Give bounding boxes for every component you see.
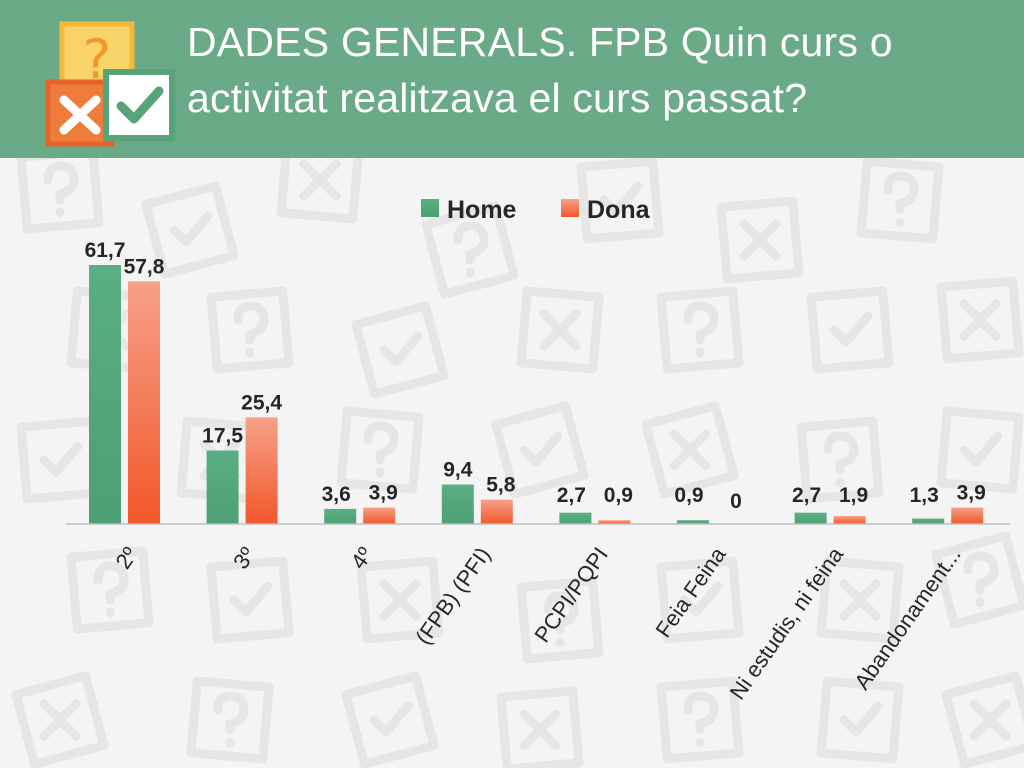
bar-dona-4 xyxy=(598,520,631,524)
value-label-home-6: 2,7 xyxy=(792,484,821,507)
category-label-6: Ni estudis, ni feina xyxy=(725,542,849,704)
bar-home-0 xyxy=(89,265,121,524)
bars-group xyxy=(89,265,984,524)
bar-home-2 xyxy=(324,508,357,524)
bar-dona-6 xyxy=(833,516,866,524)
value-label-dona-0: 57,8 xyxy=(124,255,165,278)
category-label-5: Feia Feina xyxy=(650,542,731,642)
value-label-home-0: 61,7 xyxy=(85,239,126,262)
legend-label-dona: Dona xyxy=(587,196,651,224)
legend-swatch-home xyxy=(421,199,439,217)
bar-dona-0 xyxy=(128,281,160,524)
value-label-dona-6: 1,9 xyxy=(839,484,868,507)
bar-dona-3 xyxy=(480,499,513,524)
bar-home-1 xyxy=(206,450,239,524)
value-label-home-4: 2,7 xyxy=(557,484,586,507)
value-label-dona-4: 0,9 xyxy=(604,484,633,507)
bar-dona-7 xyxy=(951,507,984,524)
value-label-dona-2: 3,9 xyxy=(369,482,398,505)
category-label-3: (FPB) (PFI) xyxy=(410,543,495,649)
bar-dona-1 xyxy=(245,417,278,524)
category-label-7: Abandonament... xyxy=(849,543,966,695)
value-label-home-2: 3,6 xyxy=(322,483,351,506)
value-label-home-1: 17,5 xyxy=(202,425,243,448)
logo: ? xyxy=(45,21,175,147)
value-label-dona-7: 3,9 xyxy=(957,482,986,505)
chart-legend: Home Dona xyxy=(421,196,651,224)
value-labels-group: 61,757,8 17,5 25,4 3,6 3,9 9,4 5,8 2,7 0,9 0,9 0 2,… xyxy=(85,239,986,513)
title-line-2: activitat realitzava el curs passat? xyxy=(187,75,808,121)
legend-label-home: Home xyxy=(447,196,517,224)
value-label-home-3: 9,4 xyxy=(443,459,473,482)
category-label-1: 3º xyxy=(228,543,260,574)
page-title: DADES GENERALS. FPB Quin curs o activita… xyxy=(187,14,1007,126)
legend-swatch-dona xyxy=(561,199,579,217)
bar-home-7 xyxy=(912,518,945,524)
category-label-0: 2º xyxy=(110,543,142,574)
bar-dona-2 xyxy=(363,507,396,524)
value-label-home-5: 0,9 xyxy=(674,484,703,507)
category-label-4: PCPI/PQPI xyxy=(529,543,613,647)
value-label-home-7: 1,3 xyxy=(910,484,939,507)
value-label-dona-5: 0 xyxy=(730,490,742,513)
bar-home-5 xyxy=(677,520,709,524)
bar-home-3 xyxy=(441,484,474,524)
title-line-1: DADES GENERALS. FPB Quin curs o xyxy=(187,19,893,65)
bar-home-6 xyxy=(794,512,827,524)
category-label-2: 4º xyxy=(346,543,378,574)
value-label-dona-1: 25,4 xyxy=(241,391,282,414)
header-bar: ? DADES GENERALS. FPB Quin curs o activi… xyxy=(0,0,1024,158)
checkmark-icon xyxy=(103,69,175,141)
bar-home-4 xyxy=(559,512,592,524)
value-label-dona-3: 5,8 xyxy=(486,474,516,497)
